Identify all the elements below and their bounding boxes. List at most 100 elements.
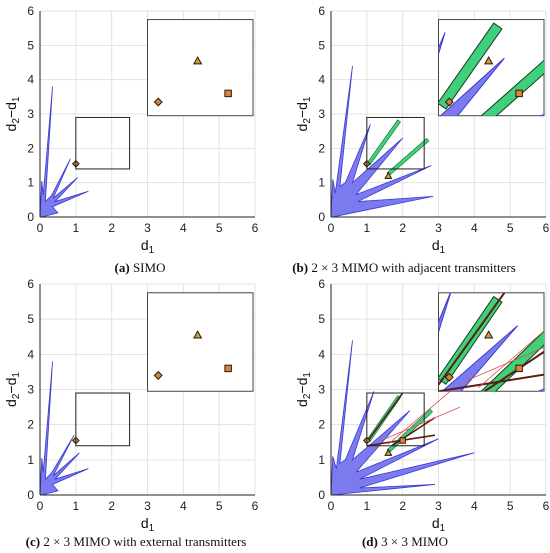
chart-panel-c: 0 1 2 3 4 5 6 0 1 2 3 4 5 6 d1 d2−d1 [3,277,259,534]
caption-b-letter: (b) [292,260,311,275]
marker-triangle [384,171,393,179]
x-tick-label: 6 [543,499,550,513]
caption-a-letter: (a) [115,260,133,275]
caption-b-text: 2 × 3 MIMO with adjacent transmitters [311,260,515,275]
svg-text:(c) 2 × 3 MIMO with ext: (c) 2 × 3 MIMO with external transmitter… [26,534,247,549]
x-tick-label: 3 [435,221,442,235]
y-tick-label: 0 [318,210,325,224]
plot-area [331,65,434,217]
boundary-line-dark [366,392,404,443]
chart-panel-b: 0 1 2 3 4 5 6 0 1 2 3 4 5 6 d1 d2−d1 [294,4,550,256]
feasible-region [331,65,434,217]
x-tick-label: 4 [471,499,478,513]
x-tick-label: 2 [399,221,406,235]
inset-view [438,292,545,392]
y-tick-label: 3 [318,383,325,397]
inset-line-red [477,330,544,389]
inset-green-strip [438,22,503,110]
caption-d: (d) 3 × 3 MIMO [362,534,448,549]
y-axis-label: d2−d1 [294,96,313,131]
inset-marker-triangle [193,55,203,65]
x-tick-label: 3 [435,499,442,513]
y-tick-label: 5 [318,312,325,326]
inset-frame [147,19,254,117]
y-tick-label: 6 [318,4,325,18]
inset-region [438,32,544,116]
y-tick-label: 4 [318,347,325,361]
inset-marker-triangle [484,330,494,339]
x-tick-label: 1 [363,221,370,235]
caption-c-letter: (c) [26,534,44,549]
y-tick-label: 6 [27,277,34,291]
x-tick-label: 0 [37,499,44,513]
inset-frame [147,292,254,392]
y-tick-label: 4 [318,73,325,87]
feasible-region [331,340,475,495]
y-tick-label: 2 [318,141,325,155]
y-tick-label: 5 [318,38,325,52]
inset-line-red [464,346,544,382]
panels: 0 1 2 3 4 5 6 0 1 2 3 4 5 6 d1 d2−d1 0 1 2 3 4 5 6 0 1 2 3 4 5 6 d1 d2−… [3,4,550,534]
y-axis-label: d2−d1 [3,372,22,407]
feasible-region [40,361,89,495]
x-tick-label: 3 [144,499,151,513]
inset-content [438,292,544,392]
x-axis-label: d1 [432,515,446,534]
x-tick-label: 2 [108,499,115,513]
chart-panel-a: 0 1 2 3 4 5 6 0 1 2 3 4 5 6 d1 d2−d1 [3,4,259,256]
x-tick-label: 1 [72,499,79,513]
svg-text:(b) 2 × 3 MIMO with adj: (b) 2 × 3 MIMO with adjacent transmitter… [292,260,516,275]
x-tick-label: 4 [471,221,478,235]
caption-d-letter: (d) [362,534,381,549]
svg-text:(a) SIMO: (a) SIMO [115,260,166,275]
y-tick-label: 4 [27,73,34,87]
x-tick-label: 1 [72,221,79,235]
zoom-box [75,392,131,447]
y-tick-label: 1 [318,176,325,190]
inset-region [438,292,544,392]
x-tick-label: 0 [37,221,44,235]
inset-line-dark [438,292,506,386]
x-tick-label: 5 [216,499,223,513]
zoom-box [75,116,131,170]
marker-triangle [384,448,393,456]
x-tick-label: 5 [507,221,514,235]
x-tick-label: 0 [328,221,335,235]
caption-a-text: SIMO [133,260,166,275]
boundary-line-red [381,406,461,441]
y-tick-label: 5 [27,312,34,326]
x-axis-label: d1 [141,515,155,534]
inset-marker-diamond [444,372,454,382]
inset-marker-diamond [153,97,163,107]
caption-d-text: 3 × 3 MIMO [381,534,448,549]
x-axis-label: d1 [141,237,155,256]
caption-c-text: 2 × 3 MIMO with external transmitters [43,534,246,549]
y-tick-label: 0 [27,488,34,502]
y-tick-label: 1 [27,176,34,190]
x-tick-label: 5 [507,499,514,513]
zoom-box [366,392,425,447]
x-tick-label: 4 [180,221,187,235]
y-tick-label: 4 [27,347,34,361]
inset-view [147,19,254,117]
y-tick-label: 3 [318,107,325,121]
y-tick-label: 1 [27,453,34,467]
inset-marker-square [515,364,523,373]
chart-panel-d: 0 1 2 3 4 5 6 0 1 2 3 4 5 6 d1 d2−d1 [294,277,550,534]
inset-green-strip [480,330,544,392]
y-tick-label: 6 [318,277,325,291]
x-axis-label: d1 [432,237,446,256]
y-tick-label: 1 [318,453,325,467]
inset-marker-square [224,364,232,373]
y-tick-label: 5 [27,38,34,52]
y-tick-label: 3 [27,383,34,397]
caption-b: (b) 2 × 3 MIMO with adjacent transmitter… [292,260,516,275]
inset-line-dark [438,373,544,392]
caption-c: (c) 2 × 3 MIMO with external transmitter… [26,534,247,549]
x-tick-label: 4 [180,499,187,513]
plot-area [40,361,89,495]
inset-marker-diamond [153,370,163,380]
x-tick-label: 6 [252,221,259,235]
y-axis-label: d2−d1 [3,96,22,131]
